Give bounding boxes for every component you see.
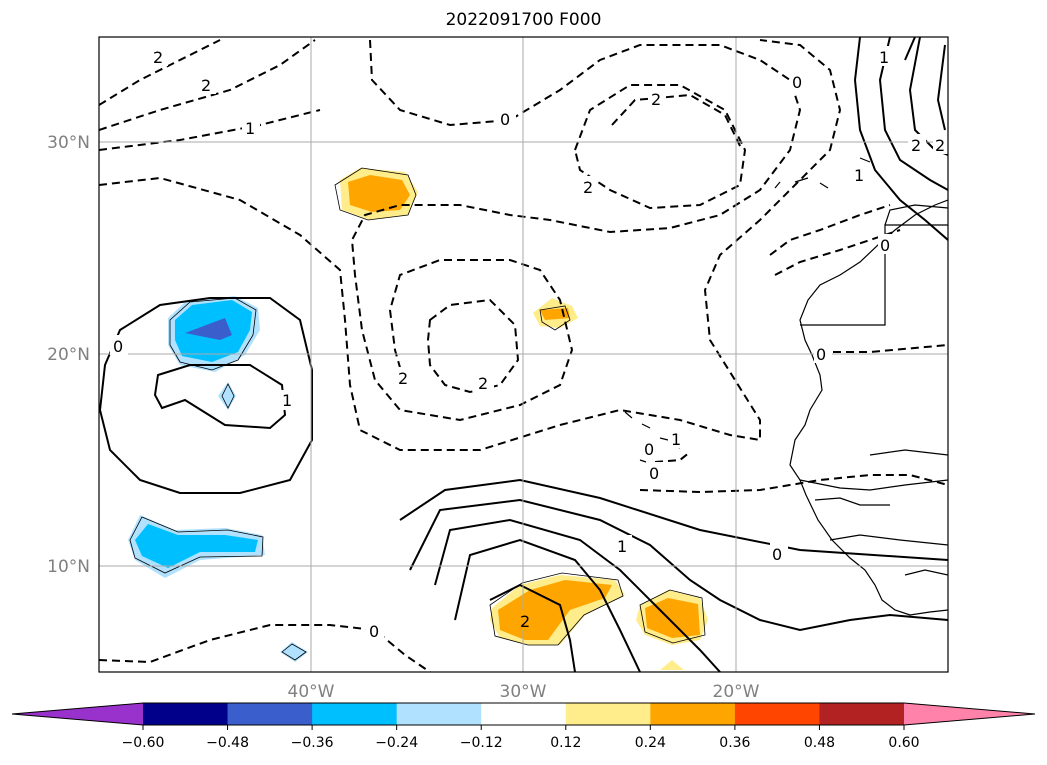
contour-label: 0 [816, 345, 826, 364]
colorbar-cell [650, 703, 736, 725]
lat-tick-labels: 30°N 20°N 10°N [47, 133, 90, 577]
contour-label: 1 [854, 166, 864, 185]
colorbar-tick-label: 0.12 [550, 735, 581, 751]
colorbar-cell [227, 703, 313, 725]
contour-label: 0 [880, 236, 890, 255]
contour-label: 2 [651, 90, 661, 109]
colorbar-tick-label: −0.24 [375, 735, 418, 751]
lon-tick-label: 40°W [288, 682, 335, 702]
contour-label: 0 [369, 622, 379, 641]
lat-tick-label: 10°N [47, 557, 90, 577]
contour-label: 0 [649, 464, 659, 483]
colorbar-cell [481, 703, 567, 725]
colorbar-cell [734, 703, 820, 725]
lon-tick-labels: 40°W 30°W 20°W [288, 682, 760, 702]
colorbar-cell [396, 703, 482, 725]
contour-label: 2 [398, 369, 408, 388]
colorbar-cell [819, 703, 905, 725]
colorbar-cell [565, 703, 651, 725]
colorbar-cell [312, 703, 398, 725]
colorbar-tick-label: −0.12 [460, 735, 503, 751]
map-title: 2022091700 F000 [445, 10, 602, 30]
contour-label: 2 [520, 612, 530, 631]
contour-label: 1 [879, 48, 889, 67]
colorbar-ticks: −0.60 −0.48 −0.36 −0.24 −0.12 0.12 0.24 0.36 0.4… [122, 725, 920, 751]
colorbar-tick-label: 0.24 [635, 735, 666, 751]
coastlines [624, 157, 948, 616]
colorbar-tick-label: 0.60 [888, 735, 919, 751]
contour-label: 1 [671, 430, 681, 449]
contour-label: 1 [282, 391, 292, 410]
colorbar-tick-label: −0.36 [291, 735, 334, 751]
contour-label: 2 [201, 76, 211, 95]
contour-label: 0 [113, 337, 123, 356]
contour-label: 1 [245, 119, 255, 138]
colorbar-cells [143, 703, 905, 725]
colorbar-tick-label: 0.36 [719, 735, 750, 751]
colorbar-tick-label: 0.48 [804, 735, 835, 751]
colorbar: −0.60 −0.48 −0.36 −0.24 −0.12 0.12 0.24 0.36 0.4… [11, 702, 1036, 751]
colorbar-tick-label: −0.48 [206, 735, 249, 751]
contour-labels: 2 2 1 0 2 2 0 2 2 0 0 1 2 0 [110, 46, 948, 641]
contour-label: 0 [644, 440, 654, 459]
colorbar-extend-low [12, 703, 143, 725]
dashed-contours [99, 39, 948, 672]
contour-label: 0 [792, 73, 802, 92]
contour-label: 2 [911, 136, 921, 155]
lon-tick-label: 20°W [713, 682, 760, 702]
lat-tick-label: 30°N [47, 133, 90, 153]
colorbar-extend-high [904, 703, 1035, 725]
contour-label: 2 [153, 48, 163, 67]
map-frame [98, 36, 949, 673]
contour-label: 2 [478, 374, 488, 393]
contour-label: 2 [935, 136, 945, 155]
lon-tick-label: 30°W [500, 682, 547, 702]
contour-label: 0 [772, 545, 782, 564]
contour-label: 2 [583, 178, 593, 197]
graticule [99, 37, 948, 672]
lat-tick-label: 20°N [47, 345, 90, 365]
contour-label: 1 [617, 537, 627, 556]
contour-label: 0 [500, 110, 510, 129]
colorbar-tick-label: −0.60 [122, 735, 165, 751]
shading-outlines [129, 167, 706, 661]
colorbar-cell [143, 703, 229, 725]
